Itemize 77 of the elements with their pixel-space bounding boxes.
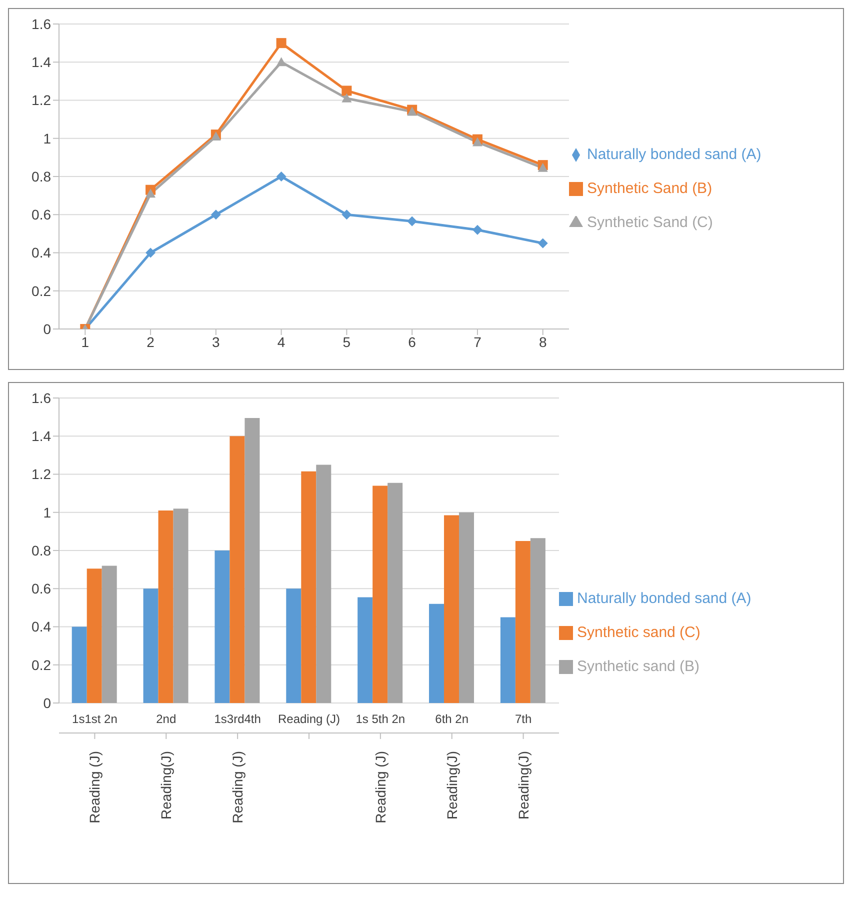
point bbox=[472, 137, 482, 146]
x-tick-label: 2nd bbox=[156, 712, 176, 726]
x-tick-label: 3 bbox=[212, 334, 220, 350]
legend-label: Synthetic sand (B) bbox=[577, 658, 700, 675]
x-tick-label: 1 bbox=[81, 334, 90, 350]
bar bbox=[214, 550, 230, 703]
point bbox=[276, 172, 286, 182]
bar bbox=[444, 515, 459, 703]
legend-label: Naturally bonded sand (A) bbox=[577, 590, 752, 607]
y-tick-label: 0.8 bbox=[32, 542, 52, 558]
x-tick-label: 6 bbox=[408, 334, 416, 350]
y-tick-label: 1 bbox=[43, 130, 52, 146]
legend-label: Synthetic Sand (B) bbox=[587, 180, 712, 197]
point bbox=[342, 210, 352, 220]
annotation: Reading(J) bbox=[515, 751, 532, 820]
y-tick-label: 1.4 bbox=[32, 54, 52, 70]
bar bbox=[316, 464, 332, 703]
bar bbox=[286, 588, 302, 703]
point bbox=[146, 188, 156, 198]
x-tick-label: 8 bbox=[538, 334, 547, 350]
annotation: Reading(J) bbox=[158, 751, 174, 820]
x-tick-label: 7 bbox=[474, 334, 482, 350]
bar bbox=[173, 508, 188, 703]
bar bbox=[301, 471, 316, 703]
x-tick-label: 4 bbox=[277, 334, 286, 350]
x-tick-label: 5 bbox=[342, 334, 351, 350]
x-tick-label: Reading (J) bbox=[278, 712, 340, 726]
y-tick-label: 1.4 bbox=[32, 428, 52, 444]
point bbox=[342, 86, 352, 96]
bar bbox=[102, 566, 117, 703]
bar bbox=[515, 540, 530, 703]
point bbox=[146, 248, 156, 258]
y-tick-label: 0.2 bbox=[32, 656, 52, 673]
y-tick-label: 0.2 bbox=[32, 282, 52, 299]
y-tick-label: 1 bbox=[43, 504, 52, 520]
bar bbox=[86, 568, 102, 703]
x-tick-label: 1s3rd4th bbox=[214, 712, 261, 726]
x-tick-label: 1s 5th 2n bbox=[356, 712, 406, 726]
y-tick-label: 0.4 bbox=[32, 244, 52, 261]
bar bbox=[500, 617, 516, 703]
bar bbox=[530, 538, 546, 703]
y-tick-label: 1.2 bbox=[32, 92, 52, 108]
bar bbox=[143, 588, 158, 703]
x-tick-label: 2 bbox=[146, 334, 155, 350]
bar bbox=[358, 597, 373, 703]
point bbox=[276, 57, 286, 66]
y-tick-label: 0.8 bbox=[32, 168, 52, 184]
point bbox=[342, 93, 352, 102]
bar bbox=[372, 486, 388, 703]
y-tick-label: 0.4 bbox=[32, 618, 52, 635]
point bbox=[407, 216, 418, 226]
y-tick-label: 0.6 bbox=[32, 206, 52, 223]
bar bbox=[230, 436, 245, 703]
y-tick-label: 1.2 bbox=[32, 466, 52, 482]
bar bbox=[429, 604, 444, 703]
point bbox=[538, 162, 548, 172]
y-tick-label: 0 bbox=[43, 320, 52, 337]
point bbox=[472, 224, 482, 235]
bar bbox=[244, 418, 260, 703]
annotation: Reading(J) bbox=[444, 751, 460, 820]
legend-label: Synthetic Sand (C) bbox=[587, 214, 713, 231]
x-tick-label: 7th bbox=[514, 712, 532, 726]
bar bbox=[158, 510, 174, 703]
x-tick-label: 1s1st 2n bbox=[72, 712, 118, 726]
bar bbox=[459, 512, 474, 703]
legend-label: Synthetic sand (C) bbox=[577, 624, 700, 641]
point bbox=[210, 210, 221, 220]
y-tick-label: 0 bbox=[43, 694, 52, 711]
legend-label: Naturally bonded sand (A) bbox=[587, 146, 762, 163]
y-tick-label: 0.6 bbox=[32, 580, 52, 597]
point bbox=[276, 38, 286, 48]
x-tick-label: 6th 2n bbox=[435, 712, 469, 726]
bar bbox=[72, 626, 87, 703]
point bbox=[538, 238, 548, 248]
y-tick-label: 1.6 bbox=[32, 16, 52, 32]
y-tick-label: 1.6 bbox=[32, 390, 52, 406]
bar bbox=[388, 482, 403, 703]
